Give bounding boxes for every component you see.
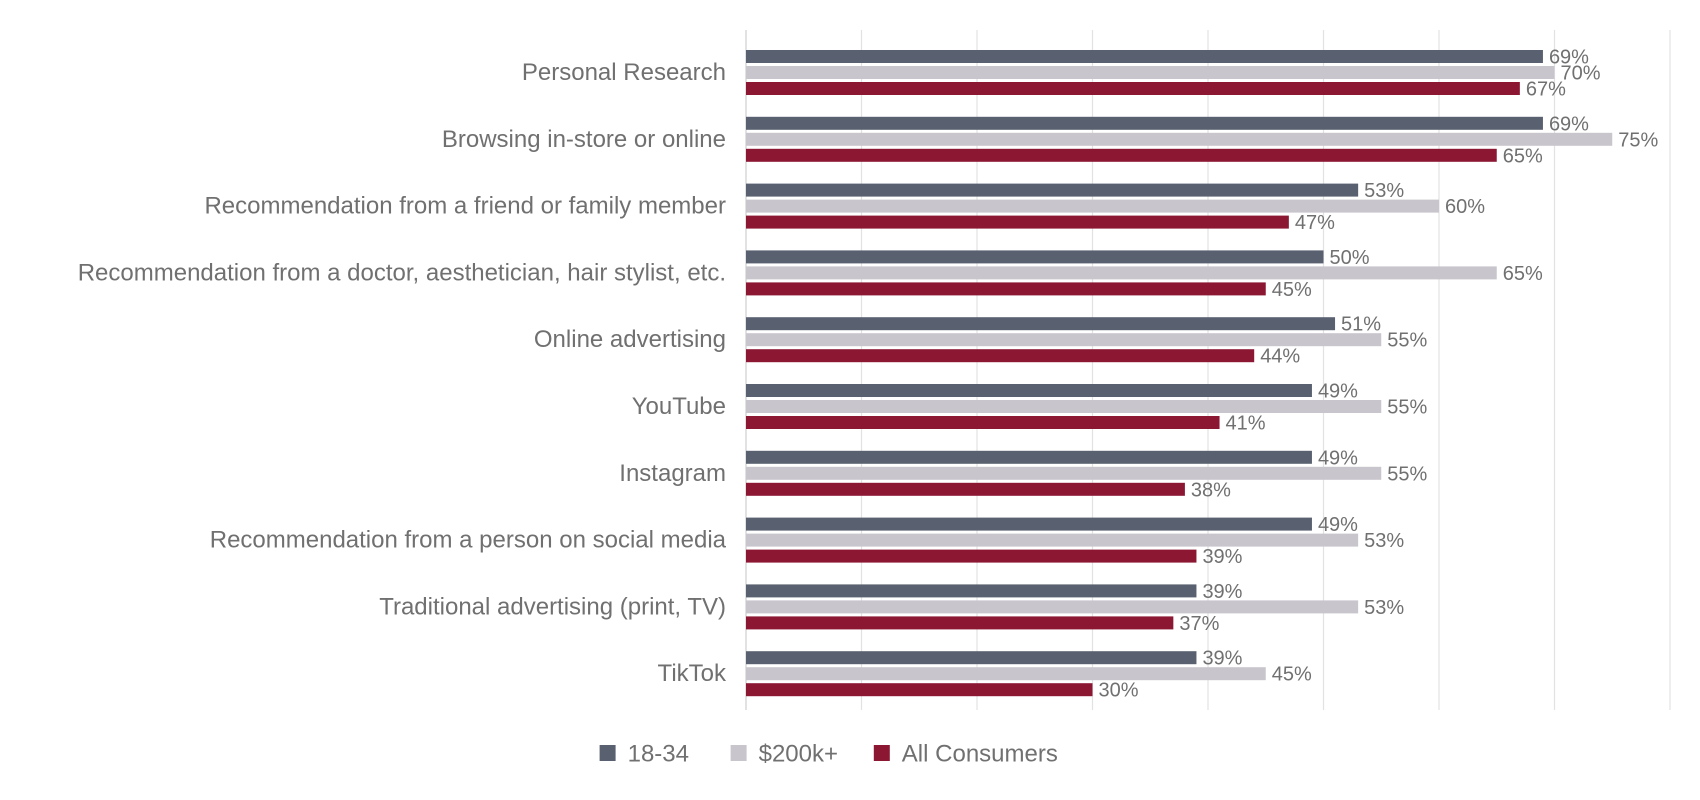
data-label: 69%	[1549, 113, 1589, 135]
category-label: Online advertising	[534, 326, 726, 353]
data-label: 41%	[1226, 413, 1266, 435]
bar--200k-	[746, 667, 1266, 681]
bar-18-34	[746, 250, 1324, 264]
data-label: 60%	[1445, 196, 1485, 218]
category-label: TikTok	[658, 660, 727, 687]
bar-all-consumers	[746, 416, 1220, 429]
data-label: 69%	[1549, 47, 1589, 69]
bar-18-34	[746, 384, 1312, 397]
bar--200k-	[746, 466, 1382, 480]
bar-all-consumers	[746, 549, 1197, 563]
data-label: 53%	[1364, 530, 1404, 552]
data-label: 53%	[1364, 597, 1404, 619]
category-label: Browsing in-store or online	[442, 126, 726, 153]
bar--200k-	[746, 400, 1382, 413]
data-label: 55%	[1387, 330, 1427, 352]
data-label: 39%	[1202, 581, 1242, 603]
legend-label: 18-34	[628, 741, 689, 768]
data-label: 53%	[1364, 180, 1404, 202]
data-label: 47%	[1295, 212, 1335, 234]
data-label: 39%	[1202, 546, 1242, 568]
category-label: YouTube	[632, 393, 726, 420]
bar-all-consumers	[746, 282, 1266, 296]
bar-18-34	[746, 651, 1197, 665]
data-label: 50%	[1330, 247, 1370, 269]
data-label: 55%	[1387, 397, 1427, 419]
legend-label: $200k+	[759, 741, 838, 768]
legend-item-all-consumers: All Consumers	[873, 741, 1058, 768]
data-label: 49%	[1318, 381, 1358, 403]
bar--200k-	[746, 132, 1613, 146]
bar-all-consumers	[746, 683, 1093, 697]
bar-18-34	[746, 116, 1543, 130]
data-label: 65%	[1503, 145, 1543, 167]
data-label: 49%	[1318, 514, 1358, 536]
data-label: 49%	[1318, 447, 1358, 469]
data-label: 70%	[1561, 63, 1601, 85]
data-label: 55%	[1387, 463, 1427, 485]
bar--200k-	[746, 199, 1439, 213]
data-label: 65%	[1503, 263, 1543, 285]
data-label: 37%	[1179, 613, 1219, 635]
value-labels: 69%70%67%69%75%65%53%60%47%50%65%45%51%5…	[1099, 47, 1659, 702]
legend-item-18-34: 18-34	[599, 741, 689, 768]
data-label: 45%	[1272, 664, 1312, 686]
data-label: 67%	[1526, 79, 1566, 101]
legend-swatch	[730, 745, 747, 761]
bars	[746, 50, 1613, 697]
bar-18-34	[746, 450, 1312, 464]
bar-18-34	[746, 183, 1359, 197]
bar-all-consumers	[746, 82, 1520, 95]
bar--200k-	[746, 333, 1382, 347]
data-label: 75%	[1618, 129, 1658, 151]
legend: 18-34 $200k+ All Consumers	[599, 741, 1058, 768]
category-labels: Personal Research Browsing in-store or on…	[78, 59, 727, 687]
category-label: Recommendation from a friend or family m…	[204, 193, 726, 220]
legend-swatch	[873, 745, 890, 761]
bar-18-34	[746, 317, 1336, 331]
category-label: Recommendation from a doctor, aesthetici…	[78, 259, 726, 286]
bar--200k-	[746, 600, 1359, 614]
bar-18-34	[746, 584, 1197, 598]
legend-item--200k-: $200k+	[730, 741, 838, 768]
data-label: 30%	[1099, 680, 1139, 702]
bar-all-consumers	[746, 215, 1289, 229]
bar--200k-	[746, 66, 1555, 79]
data-label: 38%	[1191, 479, 1231, 501]
category-label: Traditional advertising (print, TV)	[379, 593, 726, 620]
bar-all-consumers	[746, 349, 1255, 363]
category-label: Recommendation from a person on social m…	[210, 527, 727, 554]
data-label: 51%	[1341, 314, 1381, 336]
legend-swatch	[599, 745, 616, 761]
bar-all-consumers	[746, 148, 1497, 162]
bar-all-consumers	[746, 616, 1174, 630]
data-label: 44%	[1260, 346, 1300, 368]
bar-all-consumers	[746, 482, 1185, 496]
legend-label: All Consumers	[902, 741, 1058, 768]
bar--200k-	[746, 266, 1497, 280]
bar-18-34	[746, 50, 1543, 63]
category-label: Instagram	[619, 460, 726, 487]
data-label: 39%	[1202, 648, 1242, 670]
category-label: Personal Research	[522, 59, 726, 86]
bar-18-34	[746, 517, 1312, 531]
bar--200k-	[746, 533, 1359, 547]
data-label: 45%	[1272, 279, 1312, 301]
